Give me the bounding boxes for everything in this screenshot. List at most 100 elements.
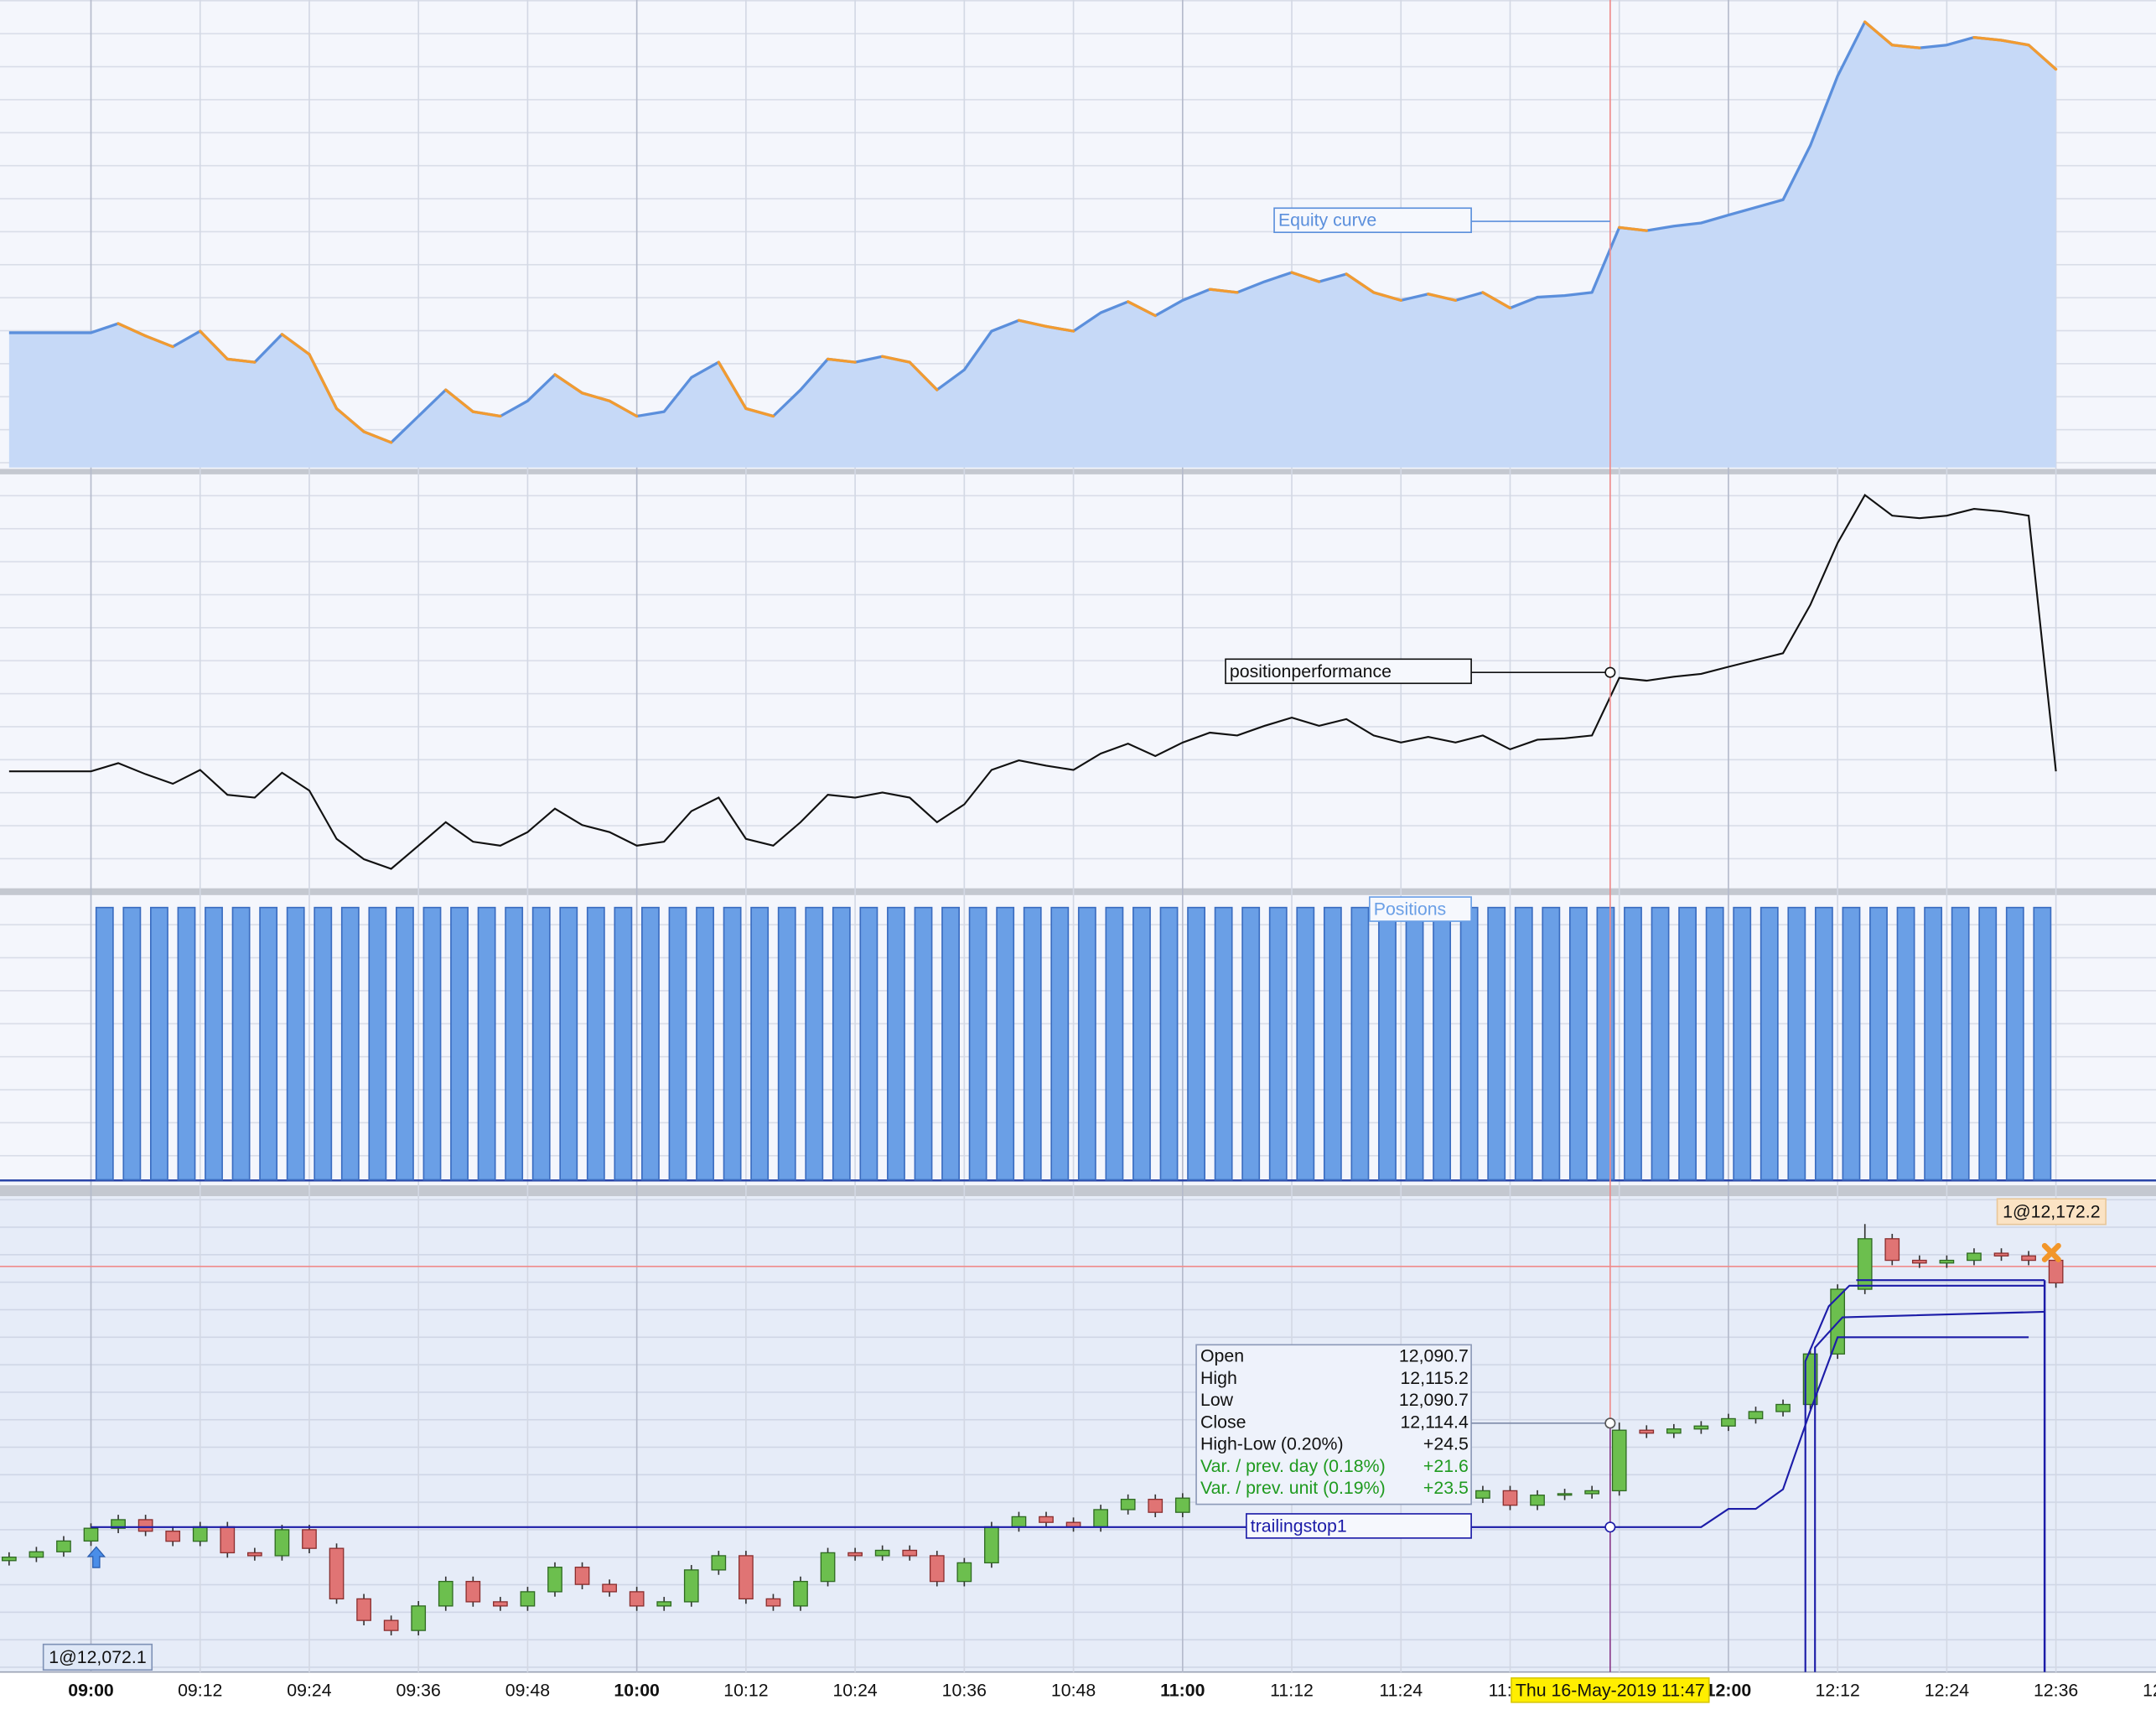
candle-body <box>329 1547 345 1600</box>
position-bar <box>1023 906 1042 1181</box>
candle-body <box>793 1580 808 1607</box>
candle-body <box>1993 1252 2009 1257</box>
candle-body <box>1911 1259 1927 1264</box>
position-bar <box>2033 906 2052 1181</box>
entry-arrow <box>86 1546 106 1568</box>
candle-body <box>247 1552 262 1557</box>
x-tick-label: 12:36 <box>2034 1680 2078 1700</box>
position-bar <box>996 906 1015 1181</box>
candle-body <box>956 1562 972 1583</box>
position-bar <box>1842 906 1861 1181</box>
label-box <box>1369 896 1472 922</box>
equity-down-segment <box>1044 324 1075 333</box>
equity-down-segment <box>362 430 393 444</box>
position-bar <box>1869 906 1888 1181</box>
position-bar <box>340 906 360 1181</box>
equity-down-segment <box>1972 35 2003 42</box>
candle-body <box>1748 1411 1764 1420</box>
candle-body <box>902 1549 918 1557</box>
position-bar <box>1596 906 1615 1181</box>
x-tick-label: 12:24 <box>1925 1680 1969 1700</box>
tooltip-label: Low <box>1200 1390 1234 1410</box>
label-box <box>1273 207 1472 234</box>
position-bar <box>750 906 770 1181</box>
position-bar <box>723 906 742 1181</box>
position-bar <box>1241 906 1261 1181</box>
tooltip-label: Var. / prev. day (0.18%) <box>1200 1456 1386 1476</box>
candle-body <box>137 1519 153 1532</box>
equity-down-segment <box>1863 20 1894 47</box>
candle-body <box>274 1529 290 1557</box>
position-bar <box>1214 906 1233 1181</box>
equity-down-segment <box>1127 300 1157 318</box>
candle-body <box>711 1555 727 1571</box>
labels-layer: 09:00 09:12 09:24 09:36 09:48 10:00 10:12 10:24… <box>42 0 2156 1703</box>
panel-separator <box>0 1185 2156 1197</box>
position-bar <box>122 906 142 1181</box>
tooltip-value: 12,114.4 <box>1400 1412 1469 1432</box>
readout-name: positionperformance <box>1230 661 1392 681</box>
tooltip-value: 12,115.2 <box>1400 1368 1468 1388</box>
tooltip-value: +23.5 <box>1423 1478 1469 1498</box>
candle-body <box>1039 1516 1054 1523</box>
x-tick-label: 10:36 <box>942 1680 987 1700</box>
readout-name: Equity curve <box>1278 210 1376 231</box>
exit-marker <box>2041 1242 2061 1262</box>
candle-body <box>1721 1417 1736 1427</box>
panel-separator <box>0 469 2156 474</box>
equity-down-segment <box>2027 44 2058 71</box>
readout-point <box>1604 1521 1616 1533</box>
candle-body <box>1639 1429 1655 1434</box>
position-bar <box>1433 906 1452 1181</box>
candle-body <box>765 1598 781 1607</box>
position-bar <box>1924 906 1943 1181</box>
tooltip-box <box>1195 1344 1472 1505</box>
equity-down-segment <box>553 373 584 395</box>
candle-body <box>929 1555 945 1583</box>
position-bar <box>1459 906 1479 1181</box>
position-bar <box>777 906 796 1181</box>
position-bar <box>668 906 687 1181</box>
label-box <box>1511 1677 1710 1703</box>
candle-body <box>1884 1238 1900 1262</box>
position-bar <box>505 906 524 1181</box>
candle-body <box>465 1580 481 1603</box>
marks-layer <box>0 20 2156 1635</box>
position-bar <box>1542 906 1561 1181</box>
equity-down-segment <box>225 357 257 364</box>
order-line <box>1814 1310 2045 1672</box>
candle-body <box>1802 1353 1818 1406</box>
position-bar <box>1951 906 1970 1181</box>
label-box <box>1246 1513 1472 1539</box>
x-tick-label: 09:12 <box>178 1680 222 1700</box>
position-bar <box>314 906 333 1181</box>
panel-separator <box>0 888 2156 895</box>
candle-body <box>56 1540 71 1552</box>
position-bar <box>1787 906 1806 1181</box>
equity-down-segment <box>444 388 474 413</box>
readout-name: trailingstop1 <box>1251 1516 1347 1536</box>
position-bar <box>1678 906 1697 1181</box>
equity-down-segment <box>1890 44 1921 49</box>
equity-down-segment <box>1208 288 1239 294</box>
position-bar <box>641 906 660 1181</box>
candle-body <box>820 1552 836 1583</box>
candle-body <box>1557 1493 1573 1496</box>
position-bar <box>1624 906 1642 1181</box>
position-bar <box>422 906 442 1181</box>
position-bar <box>805 906 824 1181</box>
position-bar <box>1159 906 1179 1181</box>
x-tick-label: 12:48 <box>2143 1680 2156 1700</box>
tooltip-label: High <box>1200 1368 1237 1388</box>
position-bar <box>1568 906 1588 1181</box>
position-bar <box>1187 906 1205 1181</box>
tooltip-value: 12,090.7 <box>1399 1390 1469 1410</box>
x-tick-label: 11:24 <box>1379 1680 1423 1700</box>
position-bar <box>2005 906 2024 1181</box>
candle-body <box>602 1583 617 1593</box>
price-panel <box>0 1196 2156 1672</box>
equity-down-segment <box>1017 319 1048 329</box>
candle-body <box>984 1526 999 1564</box>
position-bar <box>696 906 714 1181</box>
